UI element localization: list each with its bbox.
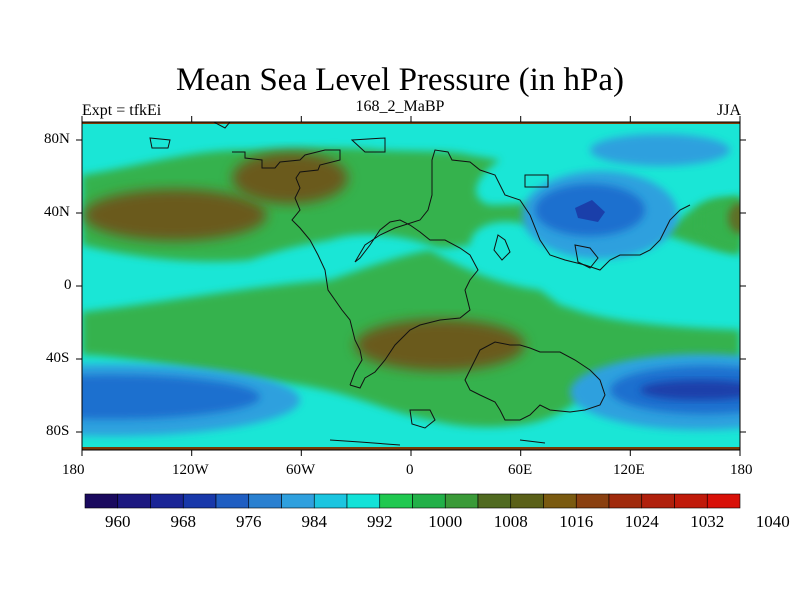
coastline-antarctic (329, 439, 546, 446)
colorbar (84, 493, 741, 509)
y-tick-label: 40N (44, 204, 70, 220)
colorbar-label: 1000 (428, 512, 463, 531)
x-tick-label: 60W (286, 462, 316, 478)
coastline-europe-africa-asia (349, 149, 691, 389)
coastline-east-asia (493, 174, 599, 269)
colorbar-swatch (510, 493, 544, 509)
y-tick-label: 80N (44, 131, 70, 147)
colorbar-label: 1032 (690, 512, 725, 531)
colorbar-label: 960 (105, 512, 131, 531)
x-tick-label: 0 (406, 462, 414, 478)
pressure-field (82, 122, 740, 450)
low-southern-west-inner (82, 375, 260, 419)
colorbar-label: 968 (170, 512, 197, 531)
green-high-east (700, 195, 740, 250)
colorbar-swatch (444, 493, 479, 509)
colorbar-swatch (641, 493, 675, 509)
center-subtitle: 168_2_MaBP (355, 98, 445, 115)
colorbar-label: 1016 (559, 512, 594, 531)
colorbar-swatch (379, 493, 413, 509)
x-tick-label: 120E (613, 462, 645, 478)
colorbar-swatch (150, 493, 184, 509)
colorbar-swatch (674, 493, 708, 509)
colorbar-label: 1024 (624, 512, 659, 531)
south-edge-strip (82, 447, 740, 450)
colorbar-swatch (84, 493, 119, 509)
colorbar-swatch (346, 493, 381, 509)
colorbar-swatch (706, 493, 741, 509)
experiment-label: Expt = tfkEi (82, 102, 162, 119)
coastline-south-america-tip (409, 409, 436, 429)
colorbar-label: 992 (367, 512, 393, 531)
colorbar-swatch (477, 493, 512, 509)
colorbar-swatch (313, 493, 348, 509)
x-tick-label: 120W (172, 462, 209, 478)
chart-title: Mean Sea Level Pressure (in hPa) (175, 62, 625, 98)
north-edge-strip (82, 122, 740, 124)
low-asia-core (575, 200, 605, 222)
colorbar-swatch (281, 493, 315, 509)
x-tick-label: 180 (730, 462, 753, 478)
high-north-atlantic (232, 152, 348, 204)
colorbar-swatch (412, 493, 446, 509)
high-subtropical-south (355, 319, 525, 371)
season-label: JJA (716, 102, 741, 119)
colorbar-label: 984 (301, 512, 328, 531)
axis-ticks (76, 116, 746, 456)
colorbar-label: 1040 (755, 512, 790, 531)
colorbar-swatch (248, 493, 282, 509)
high-east-edge (728, 202, 740, 234)
colorbar-swatch (215, 493, 250, 509)
low-arctic (590, 134, 730, 166)
colorbar-swatch (608, 493, 643, 509)
x-tick-label: 60E (508, 462, 533, 478)
coastline-australia (464, 341, 606, 421)
low-southern-east-core (640, 380, 740, 400)
colorbar-swatch (543, 493, 577, 509)
colorbar-swatch (182, 493, 217, 509)
y-tick-label: 0 (64, 277, 72, 293)
coastline-north-america-greenland (232, 149, 363, 386)
y-tick-label: 40S (46, 350, 70, 366)
continent-outlines (149, 122, 691, 446)
colorbar-swatch (117, 493, 151, 509)
y-tick-label: 80S (46, 423, 70, 439)
colorbar-swatch (575, 493, 610, 509)
coastline-arctic-islands (149, 122, 386, 153)
high-north-pacific (83, 189, 267, 241)
x-tick-label: 180 (62, 462, 85, 478)
colorbar-label: 1008 (493, 512, 528, 531)
colorbar-label: 976 (236, 512, 262, 531)
